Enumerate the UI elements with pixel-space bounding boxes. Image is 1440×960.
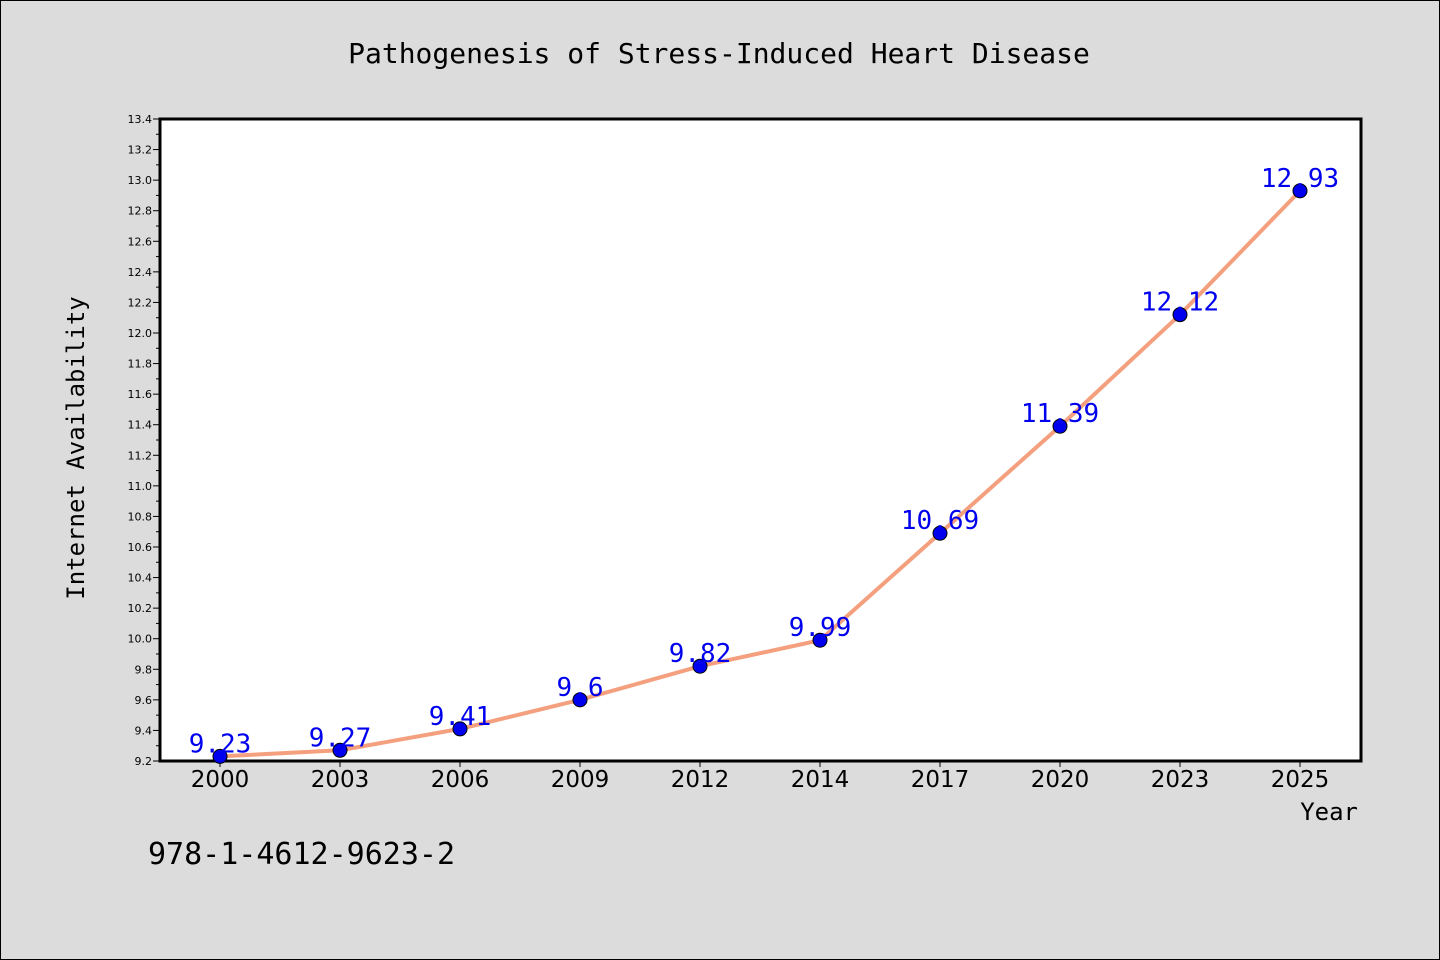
x-tick-label: 2017 <box>911 767 970 793</box>
y-axis: 9.2 9.4 9.6 9.8 10.0 10.2 10.4 10.6 10.8 11.0 11.2… <box>128 113 160 768</box>
data-label: 9.23 <box>189 729 252 759</box>
y-axis-label: Internet Availability <box>62 296 90 599</box>
x-tick-label: 2003 <box>311 767 370 793</box>
y-tick-label: 9.8 <box>135 663 153 676</box>
data-label: 10.69 <box>901 506 979 536</box>
plot-area <box>158 117 1363 763</box>
chart-title: Pathogenesis of Stress-Induced Heart Dis… <box>348 37 1090 70</box>
data-point <box>932 525 948 541</box>
data-point <box>332 742 348 758</box>
x-tick-label: 2012 <box>671 767 730 793</box>
data-point <box>1172 307 1188 323</box>
y-tick-label: 10.8 <box>128 510 153 523</box>
y-tick-label: 11.4 <box>128 419 153 432</box>
x-tick-label: 2020 <box>1031 767 1090 793</box>
x-tick-label: 2000 <box>191 767 250 793</box>
data-point <box>1052 418 1068 434</box>
y-tick-label: 11.0 <box>128 480 153 493</box>
y-tick-label: 13.4 <box>128 113 153 126</box>
y-tick-label: 13.2 <box>128 144 153 157</box>
y-tick-label: 12.4 <box>128 266 153 279</box>
y-tick-label: 12.8 <box>128 205 153 218</box>
data-label: 9.6 <box>557 673 604 703</box>
data-point <box>1292 183 1308 199</box>
x-tick-label: 2009 <box>551 767 610 793</box>
footer-code: 978-1-4612-9623-2 <box>148 837 455 872</box>
data-label: 11.39 <box>1021 399 1099 429</box>
x-tick-label: 2006 <box>431 767 490 793</box>
y-tick-label: 10.6 <box>128 541 153 554</box>
data-point <box>452 721 468 737</box>
y-tick-label: 9.4 <box>135 724 153 737</box>
y-tick-label: 10.4 <box>128 572 153 585</box>
series-line <box>218 188 1302 759</box>
x-axis-label: Year <box>1300 798 1358 826</box>
y-tick-label: 10.2 <box>128 602 153 615</box>
data-label: 9.99 <box>789 613 852 643</box>
y-tick-label: 10.0 <box>128 633 153 646</box>
data-label: 12.93 <box>1261 164 1339 194</box>
y-tick-label: 9.2 <box>135 755 153 768</box>
x-tick-label: 2025 <box>1271 767 1330 793</box>
y-tick-label: 12.6 <box>128 235 153 248</box>
y-tick-label: 11.6 <box>128 388 153 401</box>
data-point <box>812 632 828 648</box>
data-point <box>572 692 588 708</box>
y-tick-label: 12.0 <box>128 327 153 340</box>
x-tick-label: 2023 <box>1151 767 1210 793</box>
data-point <box>212 748 228 764</box>
x-axis: 2000 2003 2006 2009 2012 2014 2017 2020 2023 2025 <box>191 761 1330 793</box>
data-label: 12.12 <box>1141 288 1219 318</box>
y-tick-label: 11.8 <box>128 358 153 371</box>
series-line-group: 9.23 9.27 9.41 9.6 9.82 9.99 10.69 11.39 12.12 12… <box>189 164 1339 764</box>
data-label: 9.41 <box>429 702 492 732</box>
data-point <box>692 658 708 674</box>
y-tick-label: 13.0 <box>128 174 153 187</box>
y-tick-label: 11.2 <box>128 449 153 462</box>
data-label: 9.27 <box>309 723 372 753</box>
x-tick-label: 2014 <box>791 767 850 793</box>
y-tick-label: 9.6 <box>135 694 153 707</box>
data-label: 9.82 <box>669 639 732 669</box>
y-tick-label: 12.2 <box>128 296 153 309</box>
